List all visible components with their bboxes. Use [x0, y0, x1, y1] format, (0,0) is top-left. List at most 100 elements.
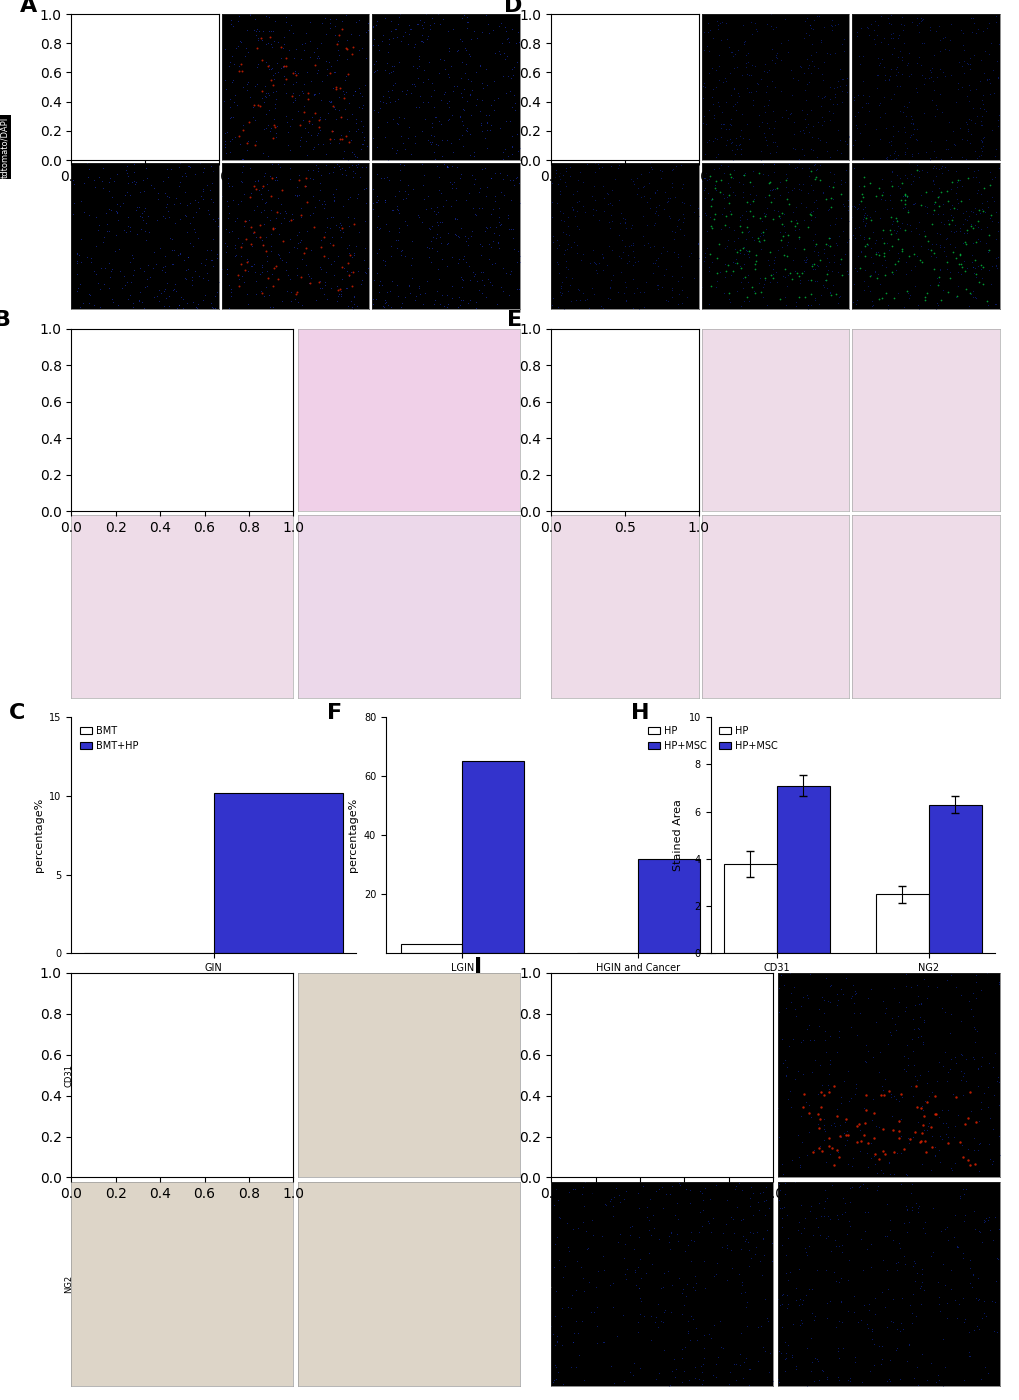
Point [969, 1289, 985, 1312]
Point [268, 202, 284, 224]
Point [423, 84, 439, 106]
Point [76, 69, 93, 91]
Point [249, 56, 265, 78]
Point [799, 1337, 815, 1359]
Point [412, 29, 428, 52]
Point [154, 259, 170, 281]
Point [71, 78, 88, 101]
Point [95, 273, 111, 295]
Point [195, 161, 211, 183]
Point [284, 203, 301, 225]
Point [607, 66, 624, 88]
Point [636, 1088, 652, 1110]
Point [960, 1341, 976, 1364]
Point [566, 1091, 582, 1113]
Point [969, 210, 985, 232]
Point [208, 280, 224, 302]
Point [621, 235, 637, 258]
Point [936, 129, 953, 151]
Point [112, 195, 128, 217]
Point [358, 192, 374, 214]
Point [642, 119, 658, 141]
Point [746, 1163, 762, 1186]
Point [913, 1095, 929, 1117]
Point [577, 288, 593, 311]
Point [629, 11, 645, 34]
Point [310, 270, 326, 293]
Point [827, 994, 844, 1016]
Point [546, 1305, 562, 1327]
Point [85, 119, 101, 141]
Point [681, 998, 697, 1021]
Point [619, 972, 635, 994]
Point [199, 238, 215, 260]
Point [559, 206, 576, 228]
Point [719, 1133, 736, 1155]
Point [886, 141, 902, 164]
Point [88, 27, 104, 49]
Point [424, 71, 440, 94]
Point [986, 139, 1003, 161]
Point [624, 234, 640, 256]
Point [292, 204, 309, 227]
Point [616, 207, 633, 230]
Point [738, 1022, 754, 1044]
Point [619, 972, 635, 994]
Point [754, 220, 770, 242]
Point [765, 249, 782, 272]
Point [652, 242, 668, 265]
Point [604, 1273, 621, 1295]
Point [654, 1026, 671, 1049]
Point [504, 218, 521, 241]
Point [720, 1373, 737, 1396]
Point [834, 1337, 850, 1359]
Point [621, 94, 637, 116]
Point [583, 1208, 599, 1231]
Point [705, 207, 721, 230]
Point [365, 192, 381, 214]
Point [614, 1187, 631, 1210]
Point [639, 1196, 655, 1218]
Point [649, 57, 665, 80]
Point [669, 17, 686, 39]
Point [390, 106, 407, 129]
Point [353, 273, 369, 295]
Point [120, 62, 137, 84]
Point [927, 165, 944, 188]
Point [447, 189, 464, 211]
Point [599, 287, 615, 309]
Point [725, 980, 741, 1002]
Point [189, 13, 205, 35]
Point [340, 216, 357, 238]
Point [735, 164, 751, 186]
Point [774, 1196, 791, 1218]
Point [838, 1224, 854, 1246]
Point [769, 1096, 786, 1119]
Point [808, 197, 824, 220]
Point [972, 182, 988, 204]
Point [851, 224, 867, 246]
Point [266, 69, 282, 91]
Point [554, 1266, 571, 1288]
Point [847, 196, 863, 218]
Point [571, 74, 587, 97]
Point [746, 11, 762, 34]
Point [859, 1133, 875, 1155]
Point [369, 10, 385, 32]
Point [630, 1110, 646, 1133]
Point [810, 4, 826, 27]
Point [569, 1000, 585, 1022]
Point [708, 980, 725, 1002]
Point [697, 1124, 713, 1147]
Point [723, 1257, 740, 1280]
Point [625, 38, 641, 60]
Point [93, 256, 109, 279]
Point [968, 1315, 984, 1337]
Point [371, 217, 387, 239]
Point [454, 134, 471, 157]
Point [574, 244, 590, 266]
Point [125, 153, 142, 175]
Point [763, 49, 780, 71]
Point [439, 20, 455, 42]
Point [601, 277, 618, 300]
